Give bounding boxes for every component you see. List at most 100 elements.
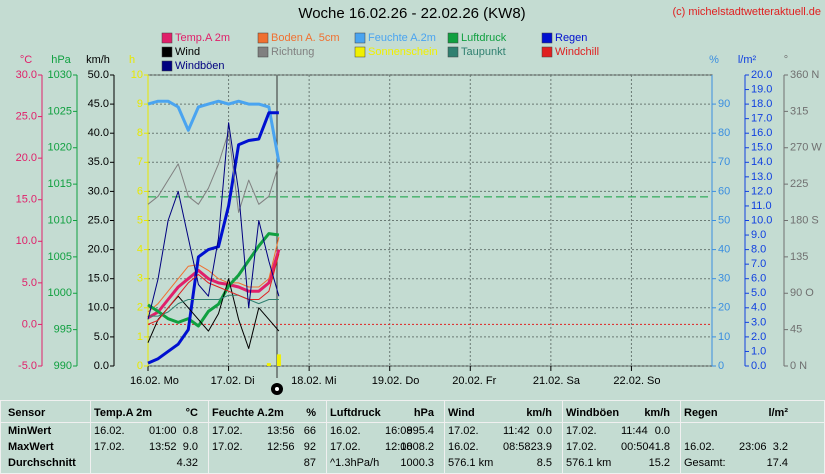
table-value: 17.4 (767, 457, 788, 469)
x-tick-label: 21.02. Sa (533, 375, 581, 387)
table-text: 00:50 (621, 441, 649, 453)
series-line (147, 111, 279, 365)
y-tick-label: 5.0 (751, 287, 766, 299)
y-tick-label: 0.0 (94, 360, 109, 372)
legend-swatch (354, 46, 366, 58)
y-tick-label: 30.0 (16, 69, 37, 81)
y-tick-label: 16.0 (751, 127, 772, 139)
table-text: 23:06 (739, 441, 767, 453)
y-tick-label: 14.0 (751, 156, 772, 168)
table-text: 17.02. (566, 441, 597, 453)
y-tick-label: 20 (718, 302, 730, 314)
legend-label: Sonnenschein (368, 46, 438, 58)
table-text: 08:58 (503, 441, 531, 453)
axis-unit: ° (784, 54, 788, 66)
table-header-unit: % (306, 407, 316, 419)
table-text: 16.02. (330, 425, 361, 437)
y-tick-label: 4.0 (751, 302, 766, 314)
bar (266, 363, 271, 366)
legend-swatch (257, 32, 269, 44)
table-value: 23.9 (531, 441, 552, 453)
table-value: 0.8 (183, 425, 198, 437)
table-text: ^1.3hPa/h (330, 457, 379, 469)
table-header-unit: km/h (526, 407, 552, 419)
y-tick-label: 50 (718, 214, 730, 226)
y-tick-label: 7 (137, 156, 143, 168)
series-line (147, 236, 280, 313)
y-tick-label: 270 W (790, 142, 822, 154)
table-row-label: Durchschnitt (8, 457, 76, 469)
axis-unit: h (129, 54, 135, 66)
y-tick-label: 35.0 (88, 156, 109, 168)
legend-label: Windchill (555, 46, 599, 58)
legend-label: Boden A. 5cm (271, 32, 340, 44)
table-value: 92 (304, 441, 316, 453)
y-tick-label: 60 (718, 185, 730, 197)
table-text: 11:42 (503, 425, 530, 437)
y-tick-label: 3.0 (751, 316, 766, 328)
y-tick-label: 1000 (48, 287, 72, 299)
y-tick-label: 10.0 (88, 302, 109, 314)
table-row-label: MinWert (8, 425, 52, 437)
y-tick-label: 15.0 (88, 273, 109, 285)
axis-unit: °C (20, 54, 32, 66)
y-tick-label: 1005 (48, 251, 72, 263)
series-line (147, 249, 281, 320)
y-tick-label: 90 O (790, 287, 814, 299)
table-value: 995.4 (406, 425, 434, 437)
axis-unit: % (709, 54, 719, 66)
y-tick-label: 20.0 (16, 152, 37, 164)
chart-title: Woche 16.02.26 - 22.02.26 (KW8) (298, 5, 525, 22)
table-text: 12:08 (385, 441, 413, 453)
series-line (147, 122, 280, 320)
y-tick-label: 9.0 (751, 229, 766, 241)
series-line (147, 232, 280, 328)
y-tick-label: 135 (790, 251, 808, 263)
legend-swatch (161, 60, 173, 72)
y-tick-label: 9 (137, 98, 143, 110)
legend-swatch (541, 46, 553, 58)
y-tick-label: 45 (790, 324, 802, 336)
y-tick-label: 0.0 (22, 318, 37, 330)
y-tick-label: 360 N (790, 69, 819, 81)
y-tick-label: 2.0 (751, 331, 766, 343)
y-tick-label: 25.0 (88, 214, 109, 226)
table-row-label: MaxWert (8, 441, 54, 453)
series-line (148, 294, 279, 317)
table-header-unit: l/m² (768, 407, 788, 419)
table-text: 576.1 km (566, 457, 611, 469)
y-tick-label: 12.0 (751, 185, 772, 197)
y-tick-label: 30 (718, 273, 730, 285)
table-text: 16.02. (684, 441, 715, 453)
table-value: 4.32 (177, 457, 198, 469)
table-value: 41.8 (649, 441, 670, 453)
table-value: 0.0 (655, 425, 670, 437)
legend-swatch (161, 32, 173, 44)
axis-unit: l/m² (738, 54, 757, 66)
table-header: Temp.A 2m (94, 407, 152, 419)
table-text: 16.02. (94, 425, 125, 437)
legend-label: Windböen (175, 60, 225, 72)
y-tick-label: 1 (137, 331, 143, 343)
table-text: 11:44 (621, 425, 648, 437)
y-tick-label: 5.0 (94, 331, 109, 343)
now-marker-dot (275, 387, 279, 391)
series-line (147, 253, 280, 325)
y-tick-label: 17.0 (751, 113, 772, 125)
axis-unit: km/h (86, 54, 110, 66)
table-value: 0.0 (537, 425, 552, 437)
y-tick-label: 15.0 (751, 142, 772, 154)
y-tick-label: 5.0 (22, 277, 37, 289)
table-header: Regen (684, 407, 718, 419)
table-value: 9.0 (183, 441, 198, 453)
y-tick-label: 25.0 (16, 110, 37, 122)
table-header: Wind (448, 407, 475, 419)
table-value: 1000.3 (400, 457, 434, 469)
y-tick-label: 7.0 (751, 258, 766, 270)
x-tick-label: 22.02. So (613, 375, 660, 387)
x-tick-label: 19.02. Do (372, 375, 420, 387)
y-tick-label: 225 (790, 178, 808, 190)
table-header: Feuchte A.2m (212, 407, 284, 419)
